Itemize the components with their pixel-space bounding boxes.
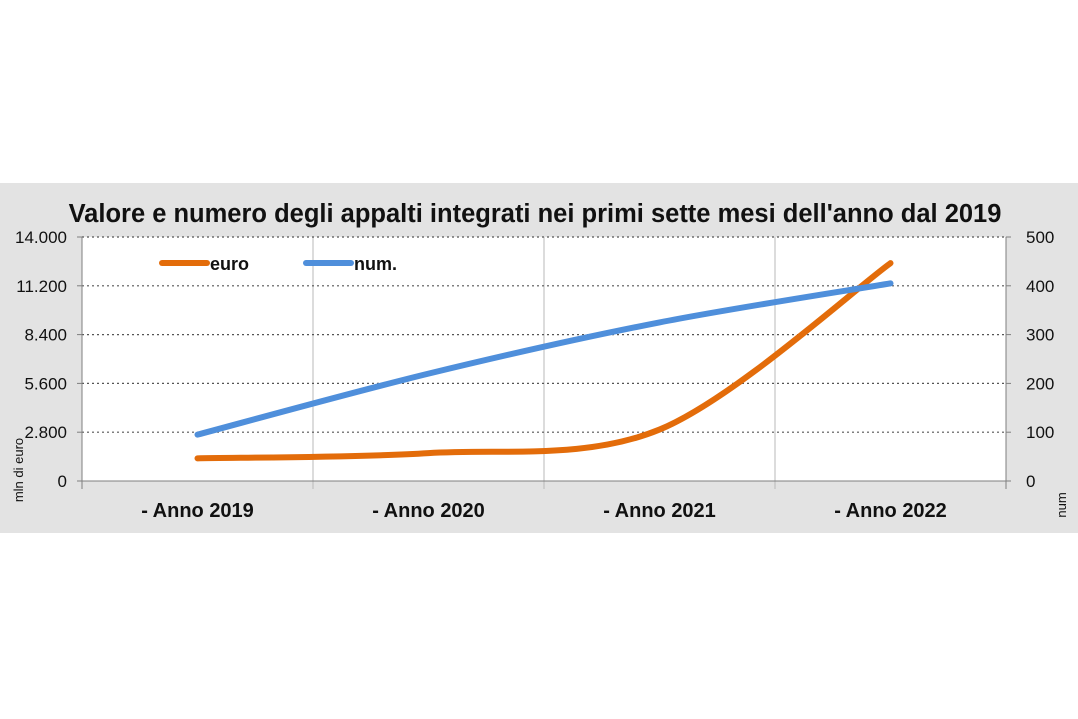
left-axis-title: mln di euro [11,438,26,502]
series-line-euro [194,260,894,462]
right-tick-label: 400 [1026,277,1054,296]
left-tick-label: 5.600 [24,374,67,393]
category-label: - Anno 2022 [834,500,947,522]
right-tick-label: 500 [1026,228,1054,247]
right-tick-label: 0 [1026,472,1035,491]
right-tick-label: 200 [1026,374,1054,393]
right-tick-label: 300 [1026,326,1054,345]
legend-label: euro [210,254,249,274]
category-label: - Anno 2020 [372,500,485,522]
chart-title: Valore e numero degli appalti integrati … [69,200,1002,228]
left-tick-label: 2.800 [24,423,67,442]
right-tick-label: 100 [1026,423,1054,442]
axes: 0 0 2.800 100 5.600 200 8.400 300 11.200 400 14.00… [11,228,1069,522]
category-label: - Anno 2019 [141,500,254,522]
plot-area [82,236,1006,489]
left-tick-label: 11.200 [16,277,67,296]
left-tick-label: 0 [58,472,67,491]
series-line-num [194,280,894,438]
right-axis-title: num [1054,492,1069,517]
category-label: - Anno 2021 [603,500,716,522]
legend: euro num. [159,254,397,274]
series-layer [194,260,894,462]
left-tick-label: 8.400 [24,326,67,345]
legend-label: num. [354,254,397,274]
left-tick-label: 14.000 [15,228,67,247]
